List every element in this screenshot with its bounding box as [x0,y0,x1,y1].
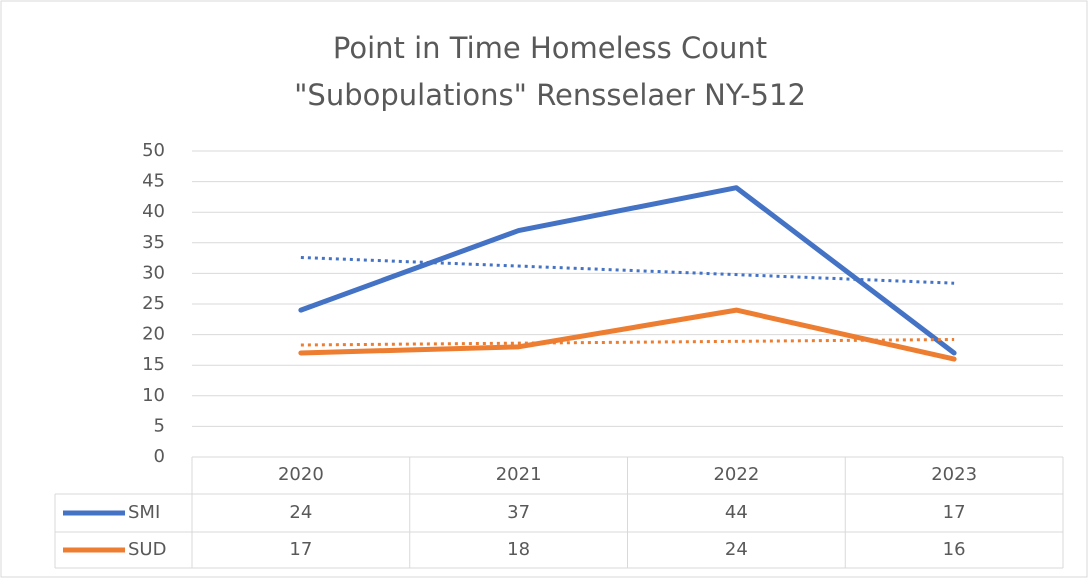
table-value: 24 [289,502,312,523]
y-tick-label: 30 [142,262,165,283]
chart-title: "Subopulations" Rensselaer NY-512 [294,78,806,112]
x-tick-label: 2023 [931,464,977,485]
y-tick-label: 25 [142,293,165,314]
table-value: 44 [725,502,748,523]
y-tick-label: 20 [142,324,165,345]
y-tick-label: 35 [142,232,165,253]
y-tick-label: 50 [142,140,165,161]
y-tick-label: 0 [154,446,165,467]
legend-label: SUD [128,539,166,560]
chart-title: Point in Time Homeless Count [333,31,767,65]
y-tick-label: 15 [142,354,165,375]
y-tick-label: 45 [142,171,165,192]
table-value: 17 [289,539,312,560]
table-value: 16 [943,539,966,560]
y-tick-label: 5 [154,415,165,436]
table-value: 18 [507,539,530,560]
series-line [298,307,957,362]
y-tick-label: 40 [142,201,165,222]
table-value: 37 [507,502,530,523]
series-line [298,185,957,356]
x-tick-label: 2021 [496,464,542,485]
table-value: 17 [943,502,966,523]
y-tick-label: 10 [142,385,165,406]
table-value: 24 [725,539,748,560]
x-tick-label: 2020 [278,464,324,485]
legend-label: SMI [128,502,160,523]
x-tick-label: 2022 [713,464,759,485]
